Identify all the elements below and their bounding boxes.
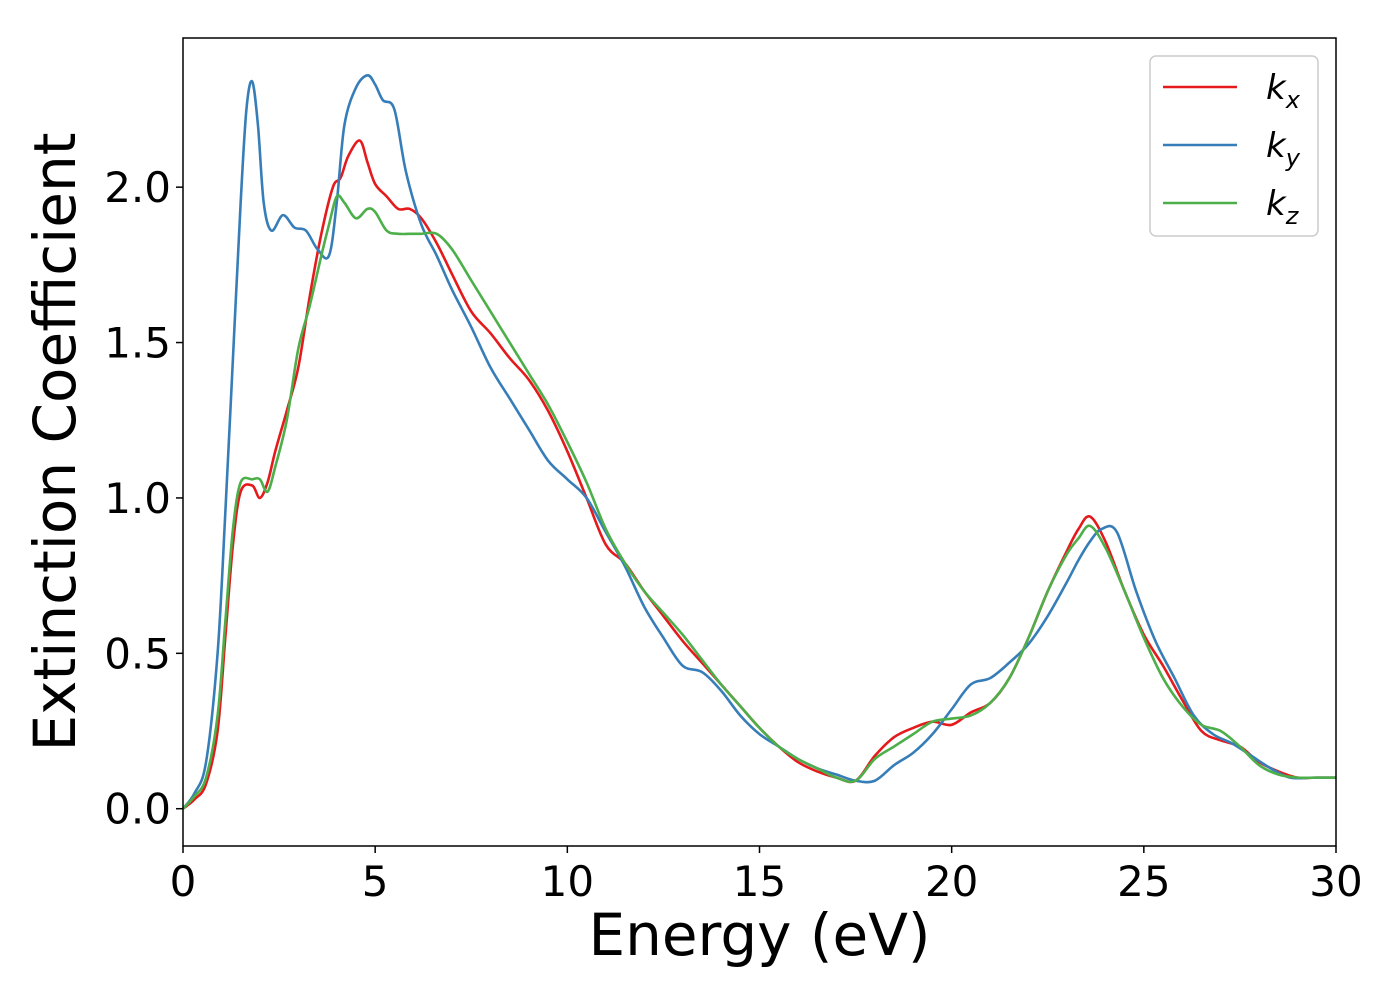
- series-line-z: [182, 194, 1336, 810]
- y-tick-label: 1.5: [104, 319, 171, 368]
- legend-label: ky: [1266, 126, 1301, 172]
- x-axis-label: Energy (eV): [588, 901, 930, 969]
- y-tick-label: 0.5: [104, 629, 171, 678]
- legend-label: kx: [1266, 68, 1301, 114]
- x-tick-label: 5: [362, 857, 389, 906]
- legend-label: kz: [1266, 184, 1300, 230]
- plot-frame: [182, 37, 1337, 847]
- x-axis-ticks: 0 5 10 15 20 25 30: [170, 846, 1363, 906]
- series-line-y: [181, 73, 1336, 810]
- y-axis-ticks: 0.0 0.5 1.0 1.5 2.0: [104, 163, 183, 834]
- legend-entry-x: kx: [1163, 68, 1301, 114]
- series-line-x: [182, 139, 1336, 810]
- x-tick-label: 0: [170, 857, 197, 906]
- y-tick-label: 2.0: [104, 163, 171, 212]
- y-tick-label: 0.0: [104, 785, 171, 834]
- x-tick-label: 30: [1309, 857, 1362, 906]
- x-tick-label: 20: [925, 857, 978, 906]
- x-tick-label: 25: [1117, 857, 1170, 906]
- legend-entry-z: kz: [1163, 184, 1300, 230]
- y-axis-label: Extinction Coefficient: [21, 133, 89, 752]
- x-tick-label: 10: [541, 857, 594, 906]
- y-tick-label: 1.0: [104, 474, 171, 523]
- x-tick-label: 15: [733, 857, 786, 906]
- series-layer: [181, 73, 1336, 810]
- legend-entries: kx ky kz: [1163, 68, 1301, 230]
- legend: kx ky kz: [1149, 55, 1319, 237]
- legend-entry-y: ky: [1163, 126, 1301, 172]
